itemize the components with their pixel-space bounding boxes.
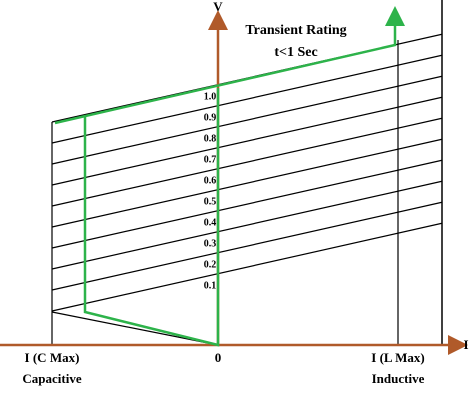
voltage-label: 0.6	[204, 175, 217, 186]
annotation: Transient Rating	[245, 23, 346, 38]
characteristic-line	[51, 222, 443, 312]
voltage-label: 0.3	[204, 238, 217, 249]
characteristic-line	[51, 180, 443, 270]
voltage-label: 0.1	[204, 280, 217, 291]
i-axis-label: I	[463, 337, 468, 352]
x-label: 0	[215, 350, 222, 365]
x-label: I (L Max)	[371, 350, 424, 365]
voltage-label: 0.7	[204, 154, 217, 165]
characteristic-line	[51, 75, 443, 165]
characteristic-line	[51, 96, 443, 186]
x-label: Capacitive	[22, 371, 81, 386]
characteristic-lines	[51, 33, 443, 312]
characteristic-line	[51, 54, 443, 144]
voltage-label: 0.5	[204, 196, 217, 207]
annotation: t<1 Sec	[274, 45, 317, 60]
voltage-label: 0.9	[204, 112, 217, 123]
voltage-label: 0.8	[204, 133, 217, 144]
characteristic-line	[51, 117, 443, 207]
v-axis-label: V	[213, 0, 223, 14]
fan-line	[51, 311, 219, 346]
steady-characteristic	[83, 88, 220, 347]
voltage-label: 1.0	[204, 91, 217, 102]
characteristic-line	[51, 201, 443, 291]
characteristic-line	[51, 159, 443, 249]
voltage-label: 0.2	[204, 259, 217, 270]
characteristic-line	[51, 138, 443, 228]
x-label: I (C Max)	[25, 350, 80, 365]
voltage-label: 0.4	[204, 217, 217, 228]
transient-characteristic	[54, 6, 405, 125]
x-label: Inductive	[372, 371, 425, 386]
